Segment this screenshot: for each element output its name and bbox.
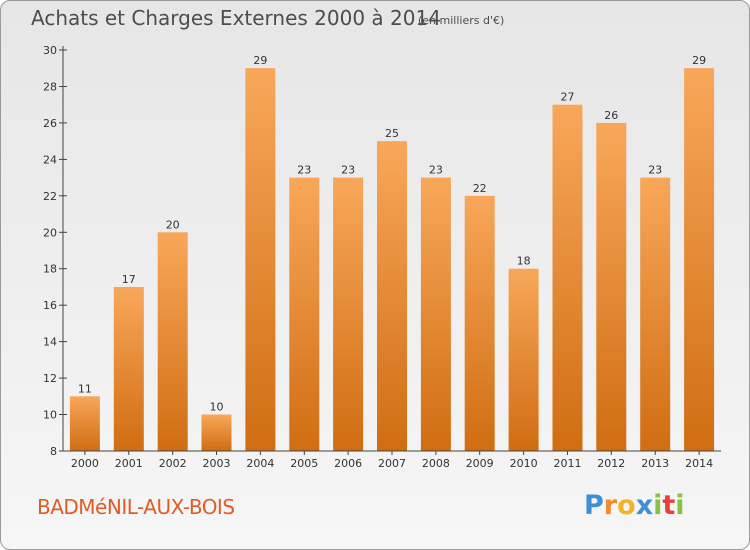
data-label-2012: 26 bbox=[604, 109, 618, 122]
logo-letter: i bbox=[675, 490, 685, 521]
x-tick-label-2010: 2010 bbox=[510, 457, 538, 470]
data-label-2011: 27 bbox=[561, 91, 575, 104]
y-tick-label-28: 28 bbox=[43, 81, 57, 94]
x-tick-label-2004: 2004 bbox=[246, 457, 274, 470]
logo-letter: t bbox=[662, 490, 676, 521]
place-name: BADMéNIL-AUX-BOIS bbox=[37, 495, 235, 519]
bar-2009 bbox=[464, 195, 495, 451]
x-tick-label-2009: 2009 bbox=[466, 457, 494, 470]
bar-2004 bbox=[245, 68, 276, 451]
bars-group: 11 17 20 10 29 23 23 25 23 22 18 27 26 23 29 bbox=[69, 54, 715, 452]
data-label-2009: 22 bbox=[473, 182, 487, 195]
bar-2007 bbox=[377, 141, 407, 451]
data-label-2003: 10 bbox=[210, 401, 224, 414]
data-label-2002: 20 bbox=[166, 218, 180, 231]
data-label-2010: 18 bbox=[517, 255, 531, 268]
x-tick-label-2013: 2013 bbox=[641, 457, 669, 470]
bar-2000 bbox=[69, 396, 100, 451]
chart-title: Achats et Charges Externes 2000 à 2014 bbox=[31, 6, 441, 30]
data-label-2007: 25 bbox=[385, 127, 399, 140]
x-tick-label-2005: 2005 bbox=[290, 457, 318, 470]
x-tick-label-2014: 2014 bbox=[685, 457, 713, 470]
bar-2013 bbox=[640, 177, 671, 451]
x-tick-label-2011: 2011 bbox=[554, 457, 582, 470]
data-label-2004: 29 bbox=[253, 54, 267, 67]
x-tick-label-2006: 2006 bbox=[334, 457, 362, 470]
y-tick-label-12: 12 bbox=[43, 372, 57, 385]
y-tick-label-8: 8 bbox=[50, 445, 57, 458]
x-tick-label-2012: 2012 bbox=[597, 457, 625, 470]
logo-letter: x bbox=[635, 490, 654, 521]
data-label-2000: 11 bbox=[78, 382, 92, 395]
bar-2006 bbox=[333, 177, 364, 451]
chart-unit: (en milliers d'€) bbox=[418, 14, 505, 27]
data-label-2005: 23 bbox=[297, 164, 311, 177]
data-label-2001: 17 bbox=[122, 273, 136, 286]
bar-2003 bbox=[201, 414, 232, 451]
x-tick-label-2007: 2007 bbox=[378, 457, 406, 470]
x-tick-label-2003: 2003 bbox=[203, 457, 231, 470]
bar-2008 bbox=[420, 177, 451, 451]
x-tick-label-2008: 2008 bbox=[422, 457, 450, 470]
logo-letter: r bbox=[603, 490, 618, 521]
y-tick-label-24: 24 bbox=[43, 153, 57, 166]
proxiti-logo: Proxiti bbox=[584, 490, 685, 521]
data-label-2014: 29 bbox=[692, 54, 706, 67]
x-tick-label-2002: 2002 bbox=[159, 457, 187, 470]
logo-letter: P bbox=[584, 490, 604, 521]
y-tick-label-18: 18 bbox=[43, 263, 57, 276]
data-label-2008: 23 bbox=[429, 164, 443, 177]
y-tick-label-16: 16 bbox=[43, 299, 57, 312]
y-tick-label-26: 26 bbox=[43, 117, 57, 130]
logo-letter: i bbox=[653, 490, 663, 521]
x-tick-label-2001: 2001 bbox=[115, 457, 143, 470]
y-tick-label-20: 20 bbox=[43, 226, 57, 239]
y-tick-label-14: 14 bbox=[43, 336, 57, 349]
bar-2014 bbox=[684, 68, 715, 451]
y-tick-label-22: 22 bbox=[43, 190, 57, 203]
x-tick-label-2000: 2000 bbox=[71, 457, 99, 470]
logo-letter: o bbox=[617, 490, 636, 521]
axes-group: 2000 2001 2002 2003 2004 2005 2006 2007 2008 2009… bbox=[43, 44, 721, 470]
data-label-2006: 23 bbox=[341, 164, 355, 177]
bar-2002 bbox=[157, 232, 188, 451]
bar-2012 bbox=[596, 122, 627, 452]
bar-2005 bbox=[289, 177, 320, 451]
bar-2011 bbox=[552, 104, 583, 451]
bar-2010 bbox=[508, 268, 539, 451]
y-tick-label-10: 10 bbox=[43, 409, 57, 422]
bar-2001 bbox=[113, 287, 144, 451]
data-label-2013: 23 bbox=[648, 164, 662, 177]
y-tick-label-30: 30 bbox=[43, 44, 57, 57]
